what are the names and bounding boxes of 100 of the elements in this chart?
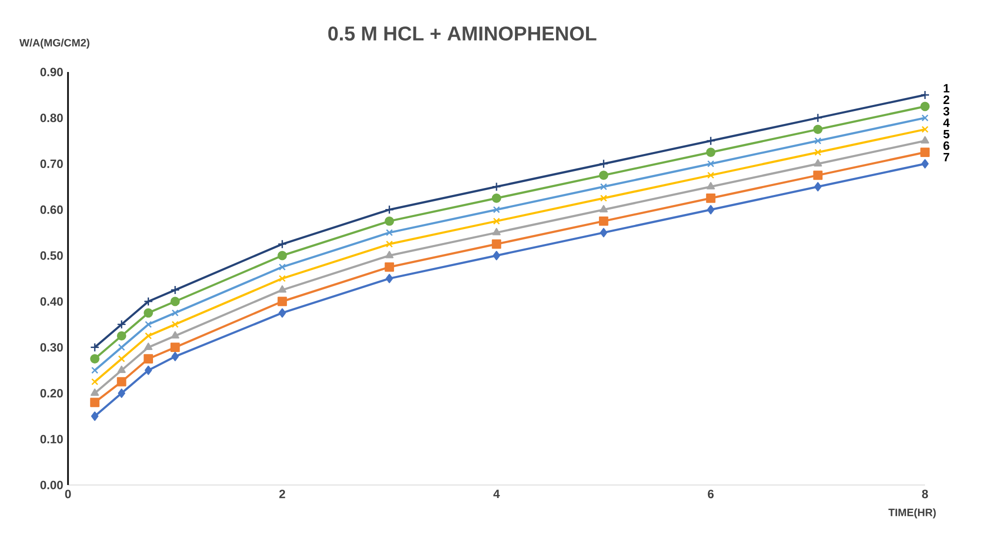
x-tick-label: 2 [279, 490, 286, 498]
point [278, 285, 286, 293]
point [170, 342, 180, 352]
point [144, 354, 154, 364]
point [278, 250, 287, 260]
y-tick-label: 0.90 [40, 68, 63, 76]
point [813, 113, 823, 123]
point [598, 159, 608, 168]
point [707, 160, 714, 168]
point [278, 264, 286, 271]
point [90, 354, 100, 364]
point [920, 90, 930, 100]
point [118, 388, 126, 398]
point [172, 309, 179, 316]
point [384, 216, 394, 226]
point [144, 296, 154, 306]
point [384, 262, 394, 272]
point [385, 250, 394, 258]
point [492, 239, 502, 249]
point [922, 114, 929, 122]
point [172, 320, 179, 328]
point [493, 218, 500, 225]
point [91, 366, 98, 374]
point [492, 182, 502, 192]
point [144, 308, 154, 318]
point [386, 229, 393, 236]
x-tick-label: 4 [493, 490, 500, 498]
x-axis-title: TIME(HR) [888, 508, 936, 518]
point [706, 136, 716, 146]
point [144, 320, 152, 328]
x-tick-label: 0 [65, 490, 71, 498]
x-tick-label: 6 [708, 490, 714, 498]
point [386, 274, 394, 284]
point [144, 332, 152, 340]
point [598, 216, 608, 226]
point [384, 205, 394, 214]
point [170, 331, 180, 339]
point [170, 285, 180, 295]
y-tick-label: 0.50 [40, 251, 63, 260]
y-tick-label: 0.40 [40, 297, 63, 306]
point [814, 137, 822, 144]
point [707, 205, 714, 214]
point [706, 148, 716, 157]
point [116, 320, 126, 330]
point [600, 228, 608, 238]
point [171, 352, 179, 362]
point [117, 366, 126, 373]
point [116, 331, 126, 341]
y-tick-label: 0.70 [40, 160, 63, 168]
y-tick-label: 0.60 [40, 205, 63, 214]
point [814, 159, 822, 166]
point [90, 398, 100, 408]
series-label: 7 [944, 152, 950, 162]
point [921, 159, 929, 168]
point [144, 366, 152, 375]
point [492, 250, 500, 260]
point [386, 240, 393, 248]
series-label: 4 [943, 118, 950, 127]
point [813, 170, 823, 180]
point [118, 344, 126, 351]
y-tick-label: 0.20 [40, 388, 63, 398]
y-tick-label: 0.80 [40, 114, 63, 122]
point [599, 205, 608, 212]
point [90, 388, 99, 396]
point [278, 296, 287, 306]
point [492, 194, 502, 203]
point [493, 206, 500, 214]
point [90, 342, 100, 352]
point [922, 126, 929, 133]
point [813, 124, 823, 134]
series-label: 5 [943, 130, 950, 138]
point [814, 148, 822, 156]
point [600, 183, 608, 190]
y-tick-label: 0.10 [40, 434, 63, 444]
point [707, 172, 714, 179]
y-tick-label: 0.30 [40, 343, 63, 352]
point [814, 182, 822, 192]
point [920, 102, 930, 112]
point [600, 194, 608, 202]
point [116, 377, 126, 386]
point [920, 148, 930, 157]
series-label: 3 [943, 106, 950, 116]
point [706, 182, 715, 190]
point [920, 136, 930, 144]
point [170, 296, 180, 306]
point [91, 411, 98, 421]
point [706, 194, 716, 203]
point [278, 239, 287, 249]
point [278, 308, 286, 318]
point [492, 228, 501, 236]
point [144, 342, 152, 350]
chart-title: 0.5 M HCL + AMINOPHENOL [328, 26, 596, 41]
series-label: 6 [943, 141, 950, 150]
point [278, 275, 286, 282]
point [118, 355, 126, 362]
y-axis-title: W/A(MG/CM2) [19, 38, 90, 49]
y-tick-label: 0.00 [40, 480, 63, 490]
point [598, 170, 608, 180]
point [91, 378, 98, 386]
x-tick-label: 8 [922, 490, 928, 498]
